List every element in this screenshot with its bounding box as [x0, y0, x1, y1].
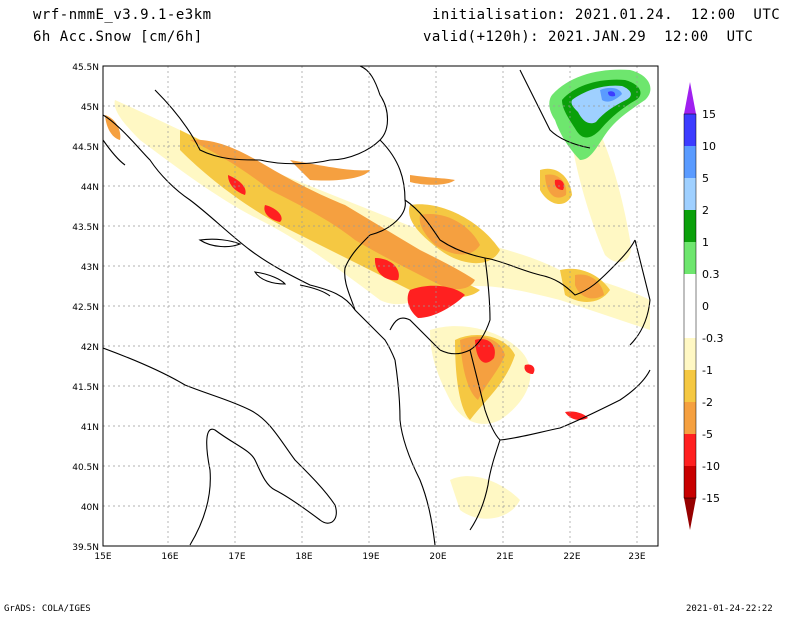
lon-label: 17E	[228, 552, 245, 562]
map-frame	[102, 65, 659, 547]
lon-axis: 15E 16E 17E 18E 19E 20E 21E 22E 23E	[94, 552, 645, 562]
lon-label: 23E	[628, 552, 645, 562]
colorbar-label: 1	[702, 236, 709, 249]
colorbar-label: 15	[702, 108, 716, 121]
lon-label: 16E	[161, 552, 178, 562]
colorbar-label: -5	[702, 428, 713, 441]
lat-label: 41N	[81, 423, 99, 433]
lat-label: 39.5N	[72, 543, 99, 553]
lat-label: 44N	[81, 183, 99, 193]
valid-time: valid(+120h): 2021.JAN.29 12:00 UTC	[423, 29, 754, 45]
colorbar-label: 5	[702, 172, 709, 185]
lat-label: 44.5N	[72, 143, 99, 153]
grid-lines	[103, 66, 658, 546]
lon-label: 22E	[563, 552, 580, 562]
colorbar-label: -10	[702, 460, 720, 473]
lon-label: 19E	[362, 552, 379, 562]
lat-label: 43.5N	[72, 223, 99, 233]
footer-timestamp: 2021-01-24-22:22	[686, 604, 773, 614]
colorbar-top-arrow	[684, 82, 696, 114]
colorbar-labels: 15 10 5 2 1 0.3 0 -0.3 -1 -2 -5 -10 -15	[702, 108, 723, 505]
lon-label: 15E	[94, 552, 111, 562]
colorbar-label: -15	[702, 492, 720, 505]
lat-label: 43N	[81, 263, 99, 273]
footer-credit: GrADS: COLA/IGES	[4, 604, 91, 614]
colorbar	[683, 82, 697, 530]
lat-axis: 45.5N 45N 44.5N 44N 43.5N 43N 42.5N 42N …	[72, 63, 99, 553]
coastlines-borders	[103, 66, 651, 546]
lat-label: 42N	[81, 343, 99, 353]
model-title: wrf-nmmE_v3.9.1-e3km	[33, 7, 212, 23]
field-title: 6h Acc.Snow [cm/6h]	[33, 29, 203, 45]
lon-label: 18E	[295, 552, 312, 562]
colorbar-label: -2	[702, 396, 713, 409]
colorbar-label: -1	[702, 364, 713, 377]
lat-label: 42.5N	[72, 303, 99, 313]
lat-label: 40N	[81, 503, 99, 513]
lon-label: 20E	[429, 552, 446, 562]
precip-field	[103, 66, 658, 546]
lat-label: 45.5N	[72, 63, 99, 73]
colorbar-label: 10	[702, 140, 716, 153]
lon-label: 21E	[496, 552, 513, 562]
lat-label: 45N	[81, 103, 99, 113]
colorbar-label: 0	[702, 300, 709, 313]
colorbar-label: 2	[702, 204, 709, 217]
lat-label: 41.5N	[72, 383, 99, 393]
colorbar-bottom-arrow	[684, 498, 696, 530]
colorbar-label: -0.3	[702, 332, 723, 345]
colorbar-label: 0.3	[702, 268, 720, 281]
lat-label: 40.5N	[72, 463, 99, 473]
init-time: initialisation: 2021.01.24. 12:00 UTC	[432, 7, 781, 23]
